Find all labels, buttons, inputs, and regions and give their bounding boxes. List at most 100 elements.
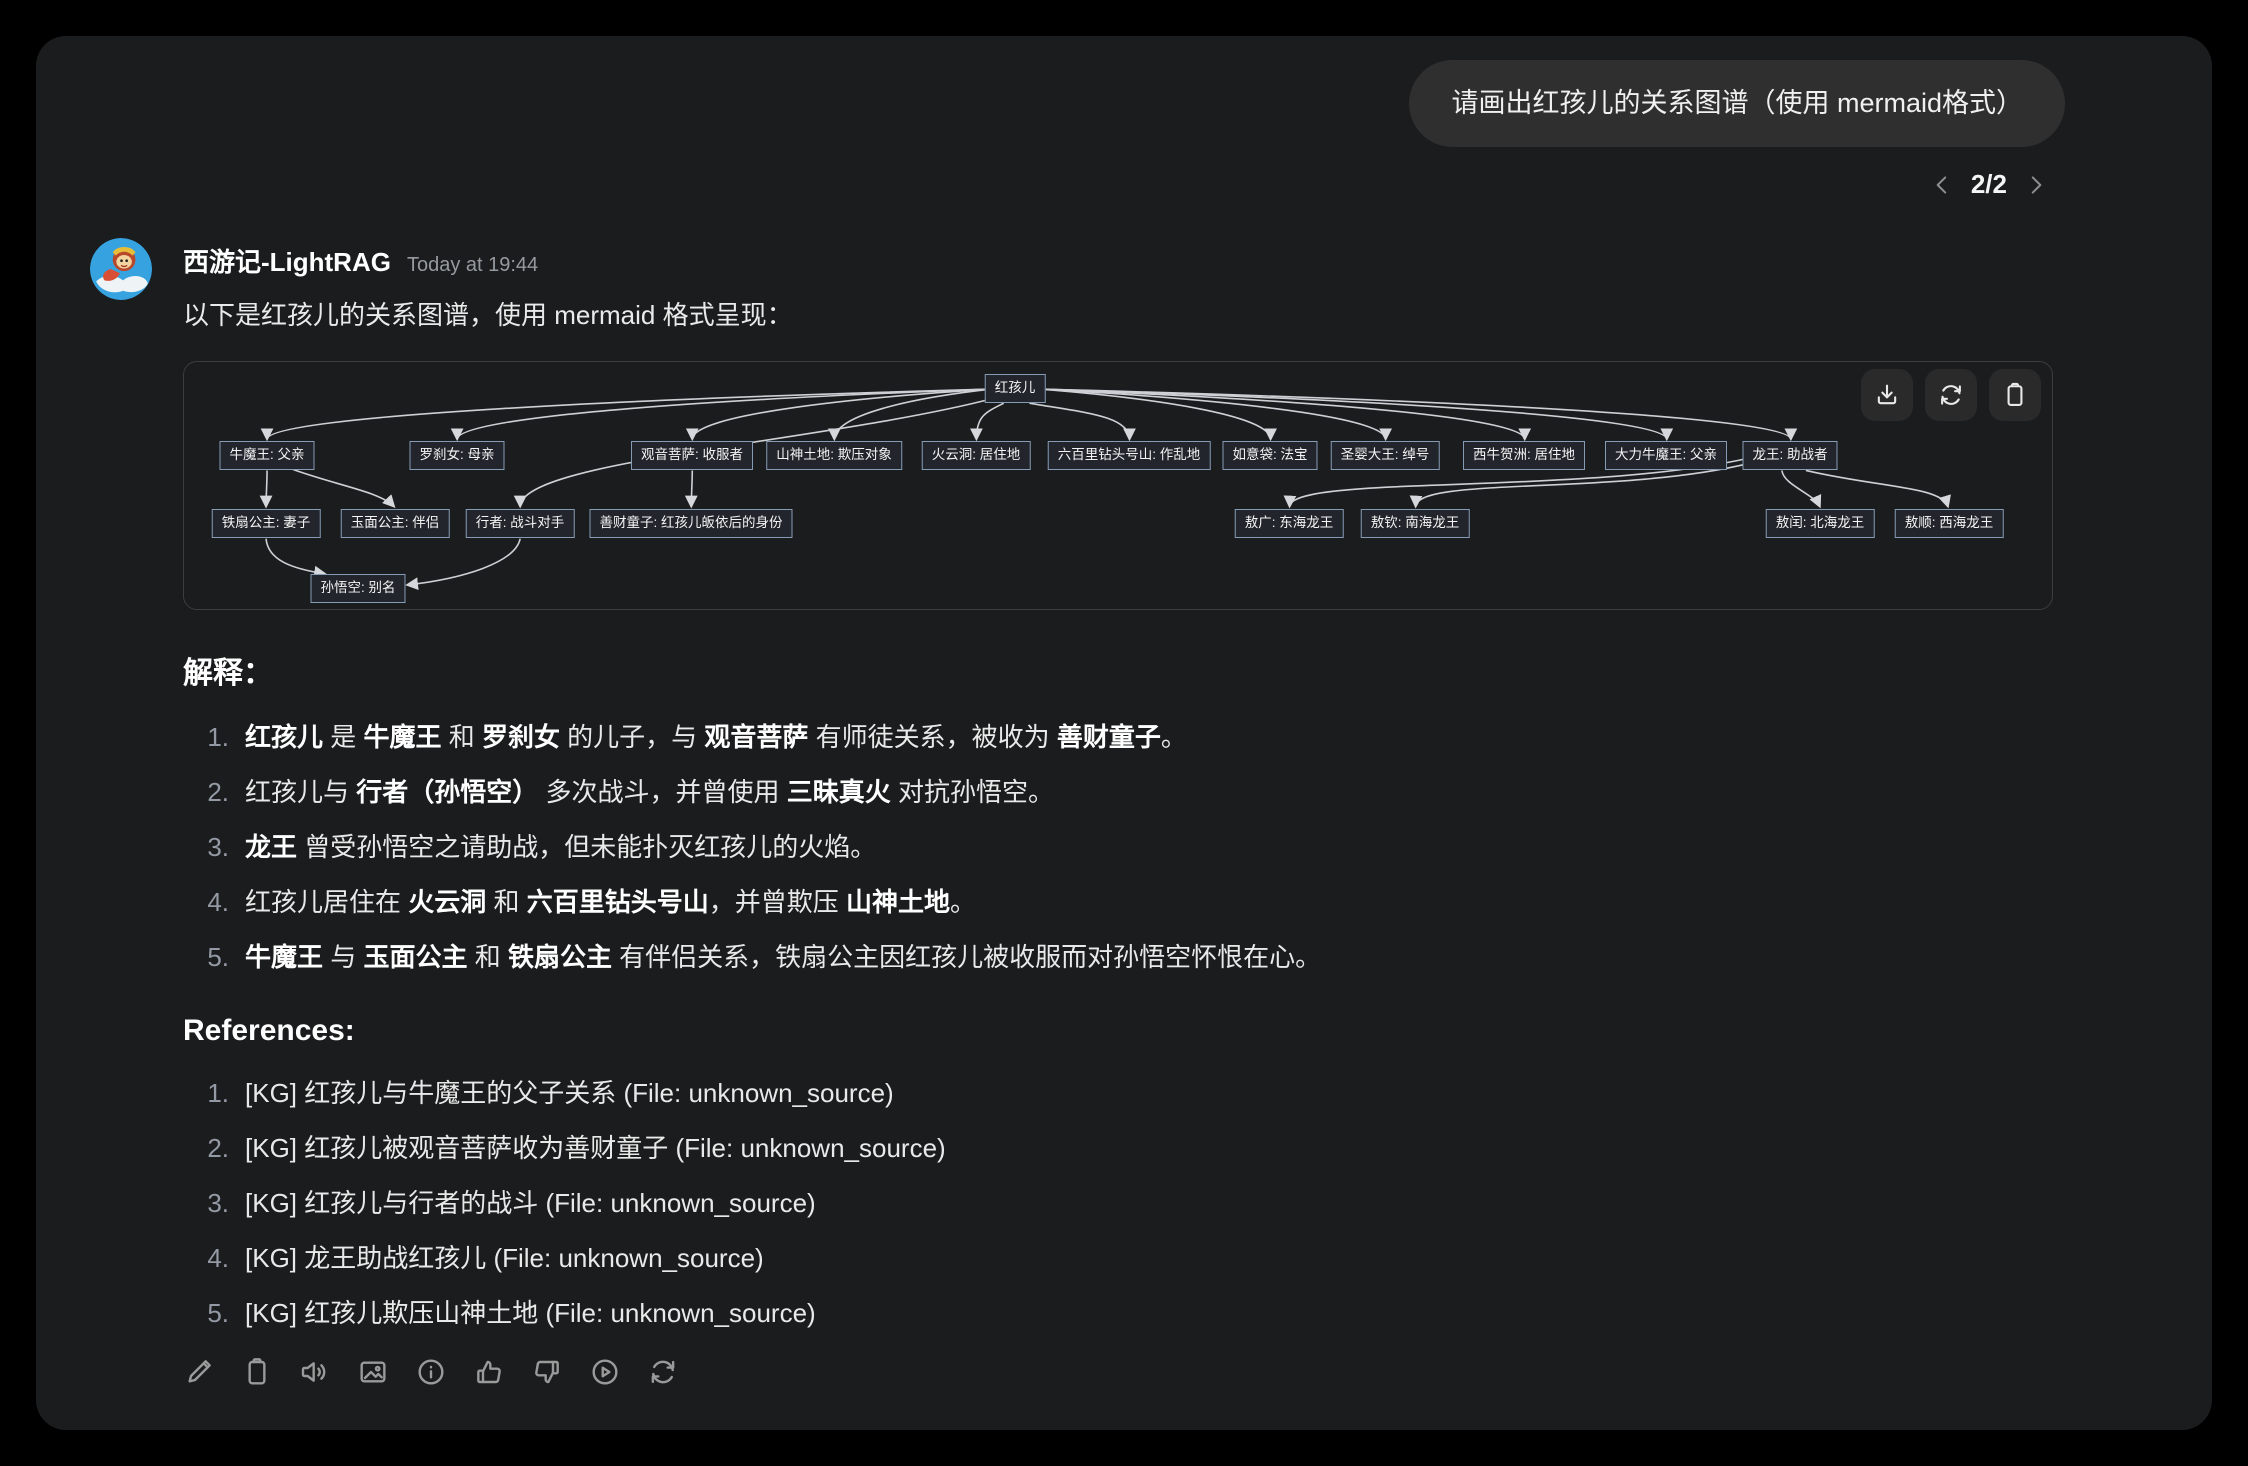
diagram-edge-honghaier-luochanu [450,388,992,442]
diagram-edge-honghaier-ruyidai [1039,388,1277,442]
diagram-node-aoguang: 敖广: 东海龙王 [1234,509,1344,538]
diagram-edge-niumowang-yumian [289,467,396,508]
reference-item: 5. [KG] 红孩儿欺压山神土地 (File: unknown_source) [183,1295,2212,1332]
thumbs-up-icon [473,1356,505,1388]
diagram-node-tieshan: 铁扇公主: 妻子 [211,509,321,538]
thumbs-down-icon [531,1356,563,1388]
reference-item: 1. [KG] 红孩儿与牛魔王的父子关系 (File: unknown_sourc… [183,1075,2212,1112]
diagram-toolbar [1861,369,2041,421]
diagram-node-niumowang: 牛魔王: 父亲 [219,441,315,470]
item-number: 3. [207,832,229,862]
diagram-edge-honghaier-shanshen [827,388,992,442]
diagram-node-zuantou: 六百里钻头号山: 作乱地 [1047,441,1211,470]
diagram-node-xiniu: 西牛贺洲: 居住地 [1462,441,1586,470]
explanation-list: 1. 红孩儿 是 牛魔王 和 罗刹女 的儿子，与 观音菩萨 有师徒关系，被收为 善… [183,719,2212,976]
diagram-node-xingzhe: 行者: 战斗对手 [465,509,575,538]
reference-item: 3. [KG] 红孩儿与行者的战斗 (File: unknown_source) [183,1185,2212,1222]
item-text: [KG] 红孩儿与行者的战斗 (File: unknown_source) [245,1188,816,1218]
item-text: [KG] 红孩儿被观音菩萨收为善财童子 (File: unknown_sourc… [245,1133,946,1163]
explanation-item: 4. 红孩儿居住在 火云洞 和 六百里钻头号山，并曾欺压 山神土地。 [183,884,2212,921]
diagram-edge-longwang-aoshun [1805,469,1951,509]
diagram-node-aoshun: 敖顺: 西海龙王 [1894,509,2004,538]
explanation-heading: 解释： [183,657,273,690]
page-indicator: 2/2 [1970,169,2007,199]
item-number: 5. [207,1298,229,1328]
diagram-edge-tieshan-sunwukong [265,538,327,579]
diagram-edge-honghaier-longwang [1039,388,1798,442]
refresh-diagram-button[interactable] [1925,369,1977,421]
diagram-edge-honghaier-guanyin [685,388,992,442]
item-text: 红孩儿 是 牛魔王 和 罗刹女 的儿子，与 观音菩萨 有师徒关系，被收为 善财童… [245,722,1187,752]
bot-name[interactable]: 西游记-LightRAG [183,247,391,277]
info-button[interactable] [415,1356,447,1388]
diagram-edges [259,388,1951,591]
diagram-edge-honghaier-niumowang [260,388,992,442]
item-number: 5. [207,942,229,972]
clipboard-icon [2001,381,2029,409]
explanation-item: 2. 红孩儿与 行者（孙悟空） 多次战斗，并曾使用 三昧真火 对抗孙悟空。 [183,774,2212,811]
image-button[interactable] [357,1356,389,1388]
play-button[interactable] [589,1356,621,1388]
speaker-icon [299,1356,331,1388]
references-list: 1. [KG] 红孩儿与牛魔王的父子关系 (File: unknown_sourc… [183,1075,2212,1332]
diagram-edge-longwang-aoguang [1283,457,1749,509]
previous-response-button[interactable] [1929,172,1955,198]
diagram-node-aorun: 敖闰: 北海龙王 [1765,509,1875,538]
regenerate-button[interactable] [647,1356,679,1388]
edit-icon [183,1356,215,1388]
item-text: [KG] 龙王助战红孩儿 (File: unknown_source) [245,1243,764,1273]
diagram-node-ruyidai: 如意袋: 法宝 [1222,441,1318,470]
diagram-node-honghaier: 红孩儿 [984,374,1046,403]
diagram-node-shancai: 善财童子: 红孩儿皈依后的身份 [589,509,793,538]
diagram-edge-honghaier-zuantou [1029,402,1136,442]
item-text: 红孩儿与 行者（孙悟空） 多次战斗，并曾使用 三昧真火 对抗孙悟空。 [245,777,1054,807]
user-message-turn: 请画出红孩儿的关系图谱（使用 mermaid格式） 2/2 [36,60,2212,200]
read-aloud-button[interactable] [299,1356,331,1388]
bot-message-turn: 西游记-LightRAG Today at 19:44 以下是红孩儿的关系图谱，… [36,238,2212,1388]
message-actions [183,1356,2212,1388]
diagram-edge-longwang-aoqin [1409,462,1750,509]
reference-item: 2. [KG] 红孩儿被观音菩萨收为善财童子 (File: unknown_sou… [183,1130,2212,1167]
item-text: 牛魔王 与 玉面公主 和 铁扇公主 有伴侣关系，铁扇公主因红孩儿被收服而对孙悟空… [245,942,1322,972]
message-pager: 2/2 [1929,169,2065,200]
clipboard-icon [241,1356,273,1388]
info-icon [415,1356,447,1388]
diagram-node-guanyin: 观音菩萨: 收服者 [630,441,754,470]
diagram-node-longwang: 龙王: 助战者 [1742,441,1838,470]
thumbs-up-button[interactable] [473,1356,505,1388]
diagram-edge-honghaier-huoyundong [970,402,1005,442]
item-number: 3. [207,1188,229,1218]
bot-message-content: 西游记-LightRAG Today at 19:44 以下是红孩儿的关系图谱，… [183,238,2212,1388]
refresh-icon [1937,381,1965,409]
diagram-edge-xingzhe-sunwukong [405,538,521,591]
diagram-node-yumian: 玉面公主: 伴侣 [340,509,450,538]
message-timestamp: Today at 19:44 [406,254,539,276]
user-message-bubble: 请画出红孩儿的关系图谱（使用 mermaid格式） [1409,60,2065,147]
thumbs-down-button[interactable] [531,1356,563,1388]
references-heading: References: [183,1014,355,1047]
item-number: 2. [207,1133,229,1163]
explanation-item: 3. 龙王 曾受孙悟空之请助战，但未能扑灭红孩儿的火焰。 [183,829,2212,866]
explanation-item: 5. 牛魔王 与 玉面公主 和 铁扇公主 有伴侣关系，铁扇公主因红孩儿被收服而对孙… [183,939,2212,976]
explanation-item: 1. 红孩儿 是 牛魔王 和 罗刹女 的儿子，与 观音菩萨 有师徒关系，被收为 善… [183,719,2212,756]
reference-item: 4. [KG] 龙王助战红孩儿 (File: unknown_source) [183,1240,2212,1277]
item-number: 1. [207,722,229,752]
item-text: [KG] 红孩儿欺压山神土地 (File: unknown_source) [245,1298,816,1328]
mermaid-diagram-panel: 红孩儿 牛魔王: 父亲 罗刹女: 母亲 观音菩萨: 收服者 山神土地: 欺压对象 火云洞:… [183,361,2053,610]
chat-window: 请画出红孩儿的关系图谱（使用 mermaid格式） 2/2 西游记-Ligh [36,36,2212,1430]
item-text: 龙王 曾受孙悟空之请助战，但未能扑灭红孩儿的火焰。 [245,832,877,862]
download-diagram-button[interactable] [1861,369,1913,421]
edit-button[interactable] [183,1356,215,1388]
next-response-button[interactable] [2023,172,2049,198]
diagram-edge-longwang-aorun [1781,470,1822,509]
diagram-node-sunwukong: 孙悟空: 别名 [310,574,406,603]
diagram-edge-honghaier-dali [1039,388,1674,442]
diagram-edge-niumowang-tieshan [259,470,273,509]
play-icon [589,1356,621,1388]
copy-button[interactable] [241,1356,273,1388]
bot-avatar monkey-king-icon[interactable] [90,238,152,300]
diagram-node-shanshen: 山神土地: 欺压对象 [766,441,902,470]
diagram-node-shengying: 圣婴大王: 绰号 [1330,441,1440,470]
copy-diagram-button[interactable] [1989,369,2041,421]
item-number: 1. [207,1078,229,1108]
